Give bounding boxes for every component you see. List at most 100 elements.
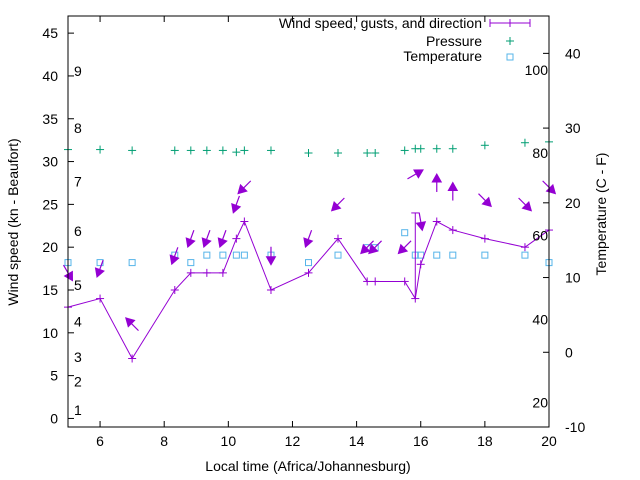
beaufort-label: 1 (74, 402, 82, 418)
legend-marker-temperature (506, 53, 514, 61)
y-tick-label: 45 (42, 25, 58, 41)
y-tick-label: 10 (42, 325, 58, 341)
wind-speed-point (363, 277, 372, 286)
pressure-point (266, 146, 275, 155)
temperature-point (219, 251, 227, 259)
wind-speed-point (170, 286, 179, 294)
y-tick-label: 30 (42, 154, 58, 170)
wind-speed-point (448, 226, 457, 235)
temperature-point (96, 259, 104, 267)
beaufort-label: 9 (74, 63, 82, 79)
pressure-point (432, 144, 441, 153)
pressure-point (170, 146, 179, 155)
temperature-point (521, 251, 529, 259)
wind-direction-arrow (360, 240, 374, 255)
fahrenheit-label: 80 (532, 145, 548, 161)
wind-speed-point (432, 217, 441, 226)
y-tick-label: 40 (42, 68, 58, 84)
pressure-point (186, 146, 195, 155)
wind-direction-arrow (237, 180, 252, 195)
wind-speed-point (186, 268, 195, 277)
wind-gust-bar (411, 212, 420, 299)
pressure-point (304, 149, 313, 157)
fahrenheit-label: 60 (532, 228, 548, 244)
y-tick-label: 25 (42, 196, 58, 212)
wind-direction-arrow (201, 229, 212, 249)
temperature-point (187, 259, 195, 267)
x-tick-label: 20 (541, 433, 557, 449)
x-tick-label: 12 (285, 433, 301, 449)
wind-direction-arrow (478, 193, 492, 208)
wind-direction-arrow (185, 229, 196, 249)
y-tick-label: 15 (42, 282, 58, 298)
temperature-point (240, 251, 248, 259)
pressure-point (371, 149, 380, 157)
beaufort-label: 7 (74, 173, 82, 189)
axis-labels: 6 8 10 12 14 16 18 20051015202530354045-1001020… (42, 25, 585, 449)
wind-direction-arrow (518, 197, 533, 212)
fahrenheit-label: 20 (532, 394, 548, 410)
plot-frame (67, 15, 550, 428)
wind-speed-point (218, 268, 227, 277)
wind-direction-arrow (169, 247, 180, 266)
wind-direction-arrow (265, 246, 277, 266)
pressure-point (363, 149, 372, 157)
pressure-point (416, 144, 425, 153)
temperature-point (232, 251, 240, 259)
pressure-point (334, 149, 343, 157)
wind-speed-point (232, 234, 241, 243)
wind-speed-point (128, 354, 137, 363)
pressure-point (480, 141, 489, 150)
wind-speed-point (400, 277, 409, 286)
wind-speed-point (304, 268, 313, 277)
temperature-point (334, 251, 342, 259)
y2-axis-label: Temperature (C - F) (593, 153, 609, 276)
wind-direction-arrow (447, 181, 459, 201)
x-tick-label: 8 (160, 433, 168, 449)
y-tick-label: 5 (50, 368, 58, 384)
wind-speed-point (240, 217, 249, 226)
temperature-point (481, 251, 489, 259)
y2-tick-label: 40 (565, 45, 581, 61)
y-axis-label: Wind speed (kn - Beaufort) (5, 138, 21, 305)
y-tick-label: 35 (42, 111, 58, 127)
temperature-point (305, 259, 312, 267)
y2-tick-label: 10 (565, 270, 581, 286)
wind-speed-point (520, 243, 529, 252)
wind-direction-arrow (303, 229, 314, 249)
temperature-point (433, 251, 441, 259)
beaufort-label: 8 (74, 120, 82, 136)
y2-tick-label: -10 (565, 419, 585, 435)
x-tick-label: 10 (221, 433, 237, 449)
fahrenheit-label: 40 (532, 311, 548, 327)
y-tick-label: 0 (50, 410, 58, 426)
pressure-point (128, 146, 137, 155)
wind-speed-point (480, 234, 489, 243)
wind-speed-point (96, 294, 105, 303)
wind-speed-point (334, 234, 343, 243)
legend-label-pressure: Pressure (426, 33, 482, 49)
beaufort-label: 6 (74, 223, 82, 239)
legend-label-temperature: Temperature (403, 48, 482, 64)
beaufort-label: 2 (74, 374, 82, 390)
x-tick-label: 18 (477, 433, 493, 449)
pressure-point (202, 146, 211, 155)
wind-direction-arrow (368, 240, 382, 255)
pressure-point (96, 145, 105, 154)
wind-direction-arrow (94, 259, 105, 279)
plot-series (62, 137, 557, 363)
wind-direction-arrow (407, 169, 424, 180)
y2-tick-label: 30 (565, 120, 581, 136)
x-tick-label: 16 (413, 433, 429, 449)
y-tick-label: 20 (42, 239, 58, 255)
wind-speed-point (266, 286, 275, 294)
x-tick-label: 6 (96, 433, 104, 449)
legend-marker-wind (489, 19, 531, 27)
wind-speed-point (416, 260, 425, 269)
x-axis-label: Local time (Africa/Johannesburg) (205, 458, 410, 474)
wind-direction-arrow (415, 212, 427, 232)
y2-tick-label: 0 (565, 344, 573, 360)
temperature-point (449, 251, 457, 259)
